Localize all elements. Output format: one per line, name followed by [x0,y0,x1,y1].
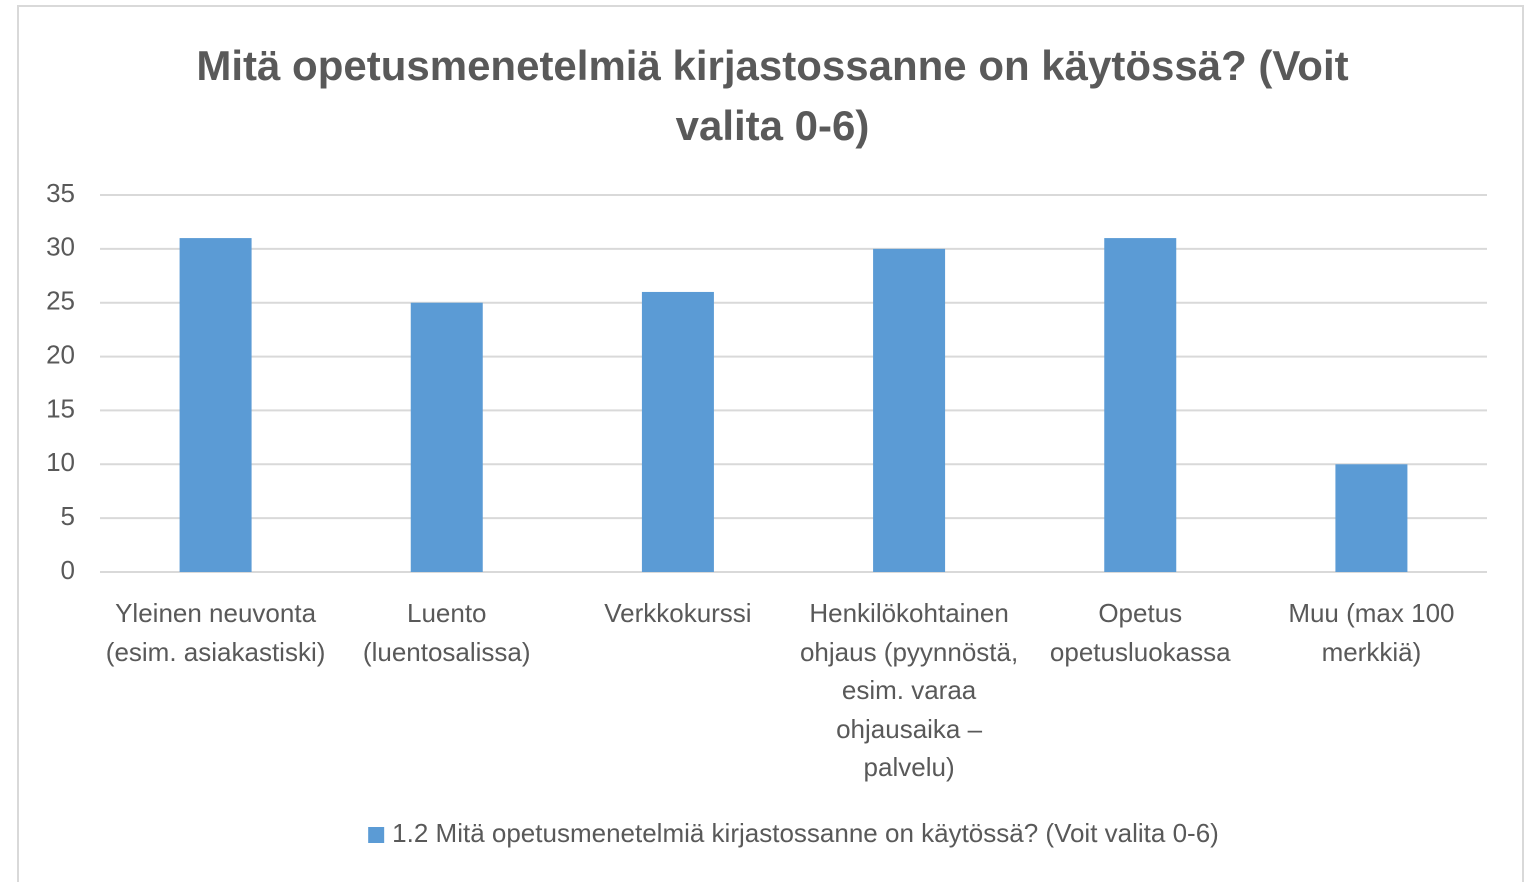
bar [410,302,483,572]
bar [1104,238,1177,573]
legend-swatch [368,827,385,843]
x-tick-label: Yleinen neuvonta (esim. asiakastiski) [105,598,326,667]
x-tick-label: Henkilökohtainen ohjaus (pyynnöstä, esim… [799,598,1019,782]
y-tick-label: 5 [61,501,75,531]
y-tick-label: 20 [46,339,75,369]
y-tick-label: 30 [46,232,75,262]
y-tick-label: 25 [46,286,75,316]
chart-border [17,5,1524,882]
y-tick-label: 0 [61,555,75,585]
y-tick-label: 15 [46,393,75,423]
y-tick-label: 10 [46,447,75,477]
chart-title: Mitä opetusmenetelmiä kirjastossanne on … [196,42,1349,149]
bar [179,238,252,573]
x-tick-label: Verkkokurssi [604,598,752,628]
x-tick-label: Muu (max 100 merkkiä) [1288,598,1455,667]
x-tick-label: Opetus opetusluokassa [1049,598,1231,667]
bar [641,291,714,572]
y-tick-label: 35 [46,178,75,208]
bar [873,248,946,572]
bar [1335,464,1408,572]
legend-label: 1.2 Mitä opetusmenetelmiä kirjastossanne… [392,818,1219,848]
x-tick-label: Luento (luentosalissa) [362,598,531,667]
